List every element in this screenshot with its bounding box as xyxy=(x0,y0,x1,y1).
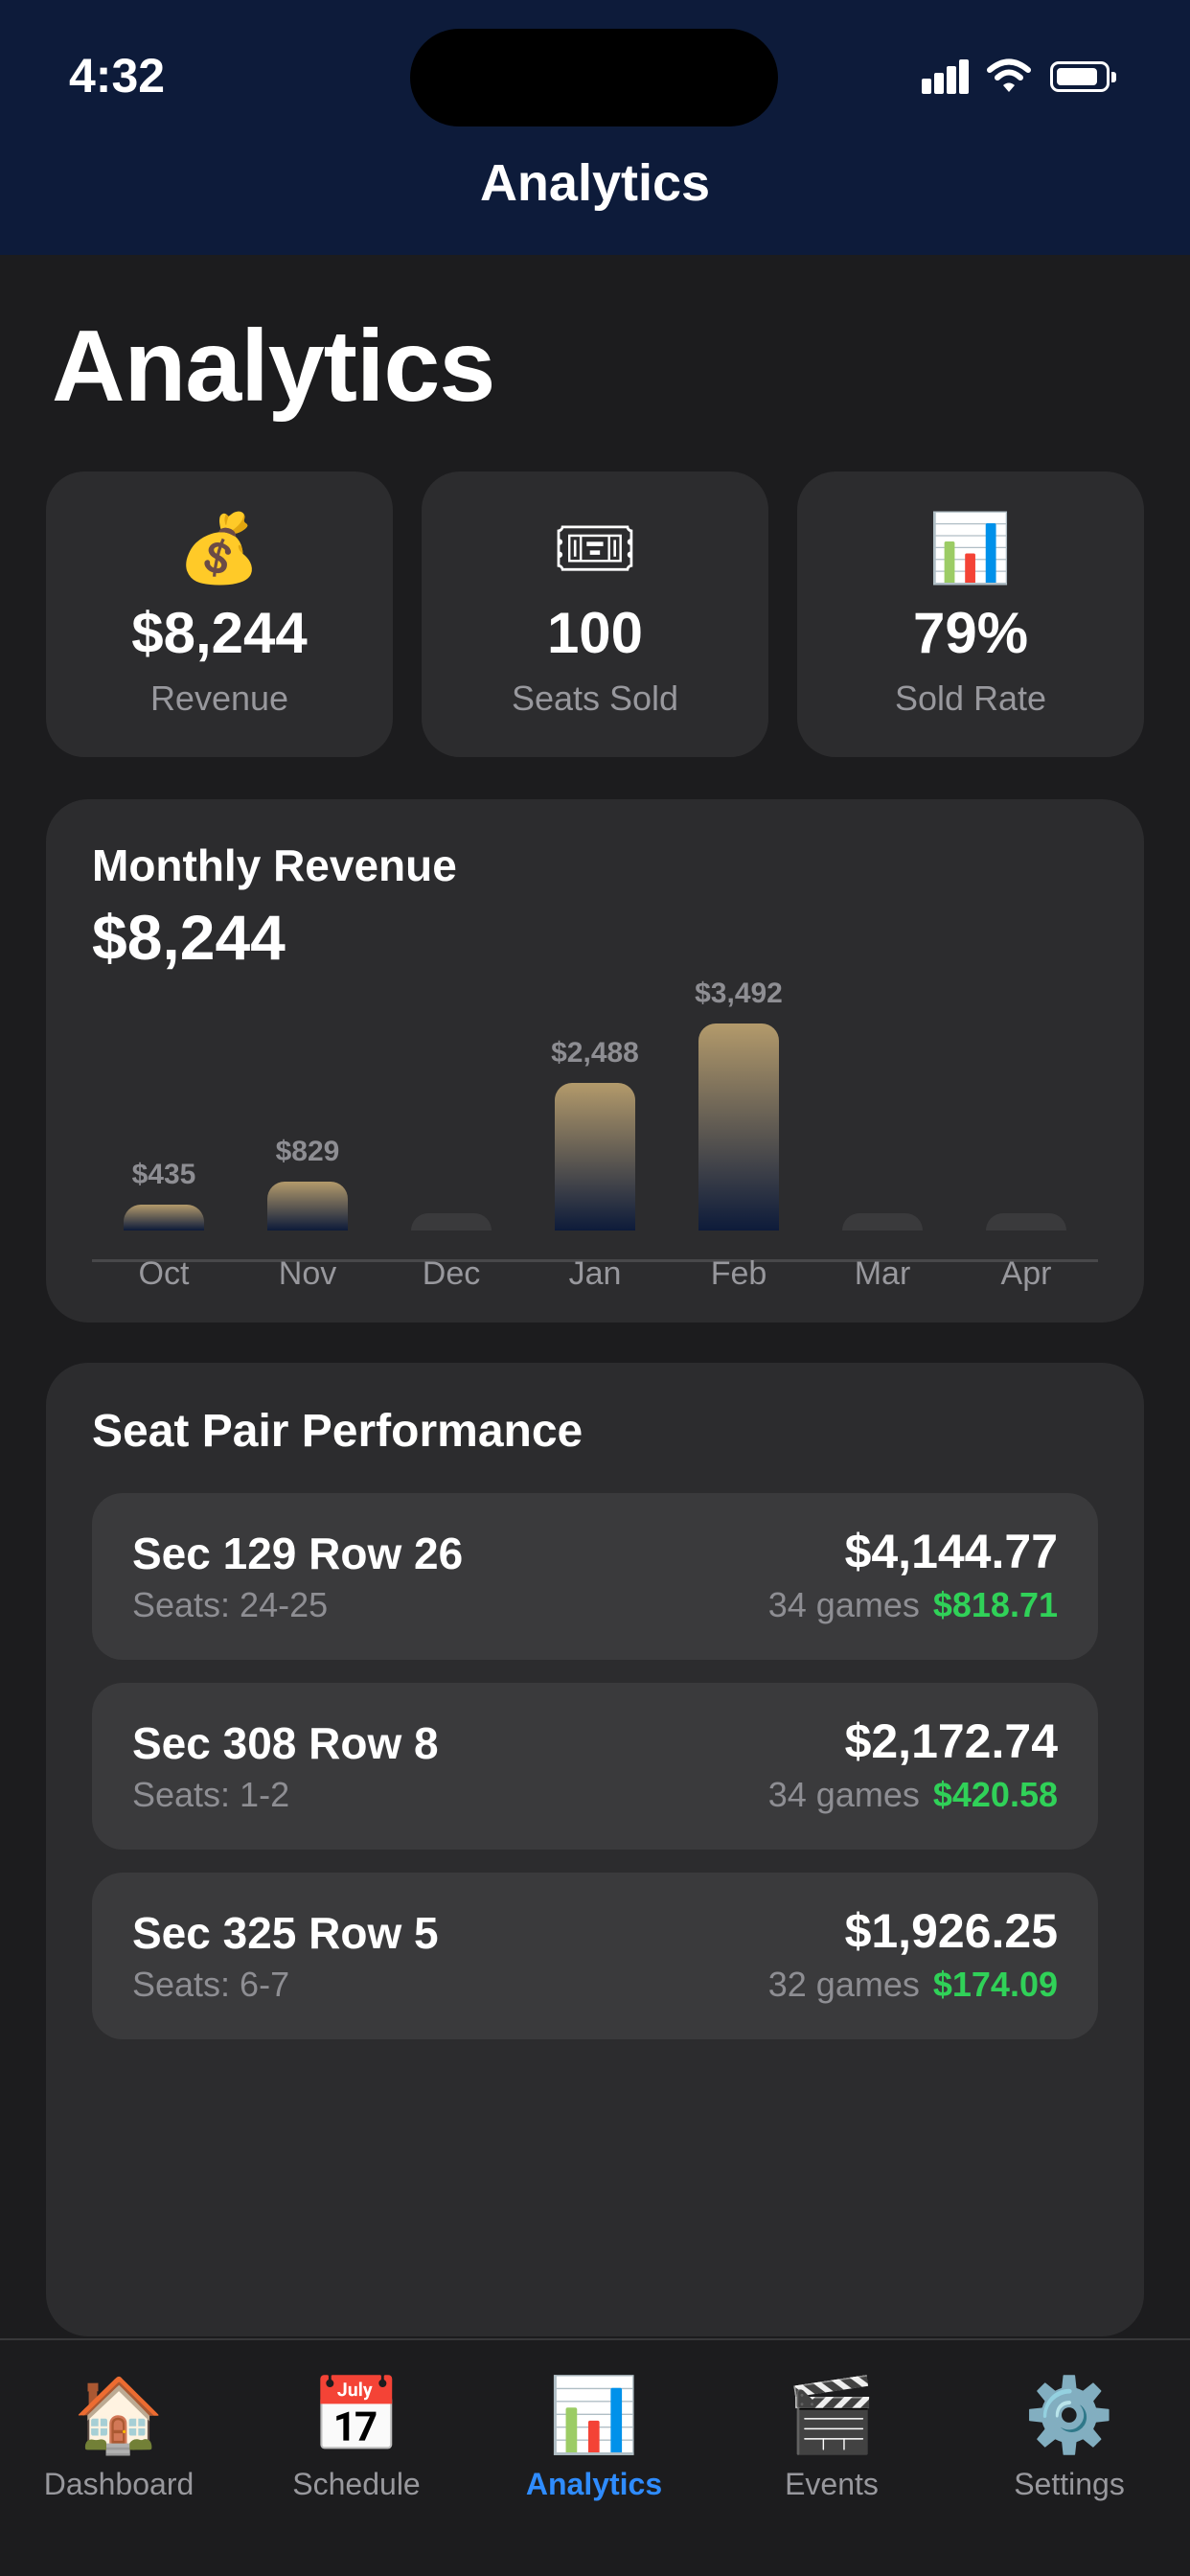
chart-value-label: $3,492 xyxy=(695,978,783,1009)
chart-value-label: $829 xyxy=(275,1136,340,1167)
tab-dashboard[interactable]: 🏠 Dashboard xyxy=(0,2373,238,2502)
chart-title: Monthly Revenue xyxy=(92,840,457,890)
chart-x-label: Feb xyxy=(710,1255,767,1292)
stat-label: Sold Rate xyxy=(894,678,1047,718)
seat-pair-row[interactable]: Sec 308 Row 8 Seats: 1-2 $2,172.74 34 ga… xyxy=(92,1683,1098,1850)
chart-bar-mar xyxy=(842,1213,923,1230)
seat-section: Sec 129 Row 26 xyxy=(132,1529,464,1578)
tab-label: Settings xyxy=(1014,2467,1125,2501)
clapper-board-icon: 🎬 xyxy=(786,2375,878,2456)
battery-icon xyxy=(1050,61,1116,92)
stat-value: $8,244 xyxy=(131,601,308,665)
stat-label: Seats Sold xyxy=(511,678,679,718)
games-count: 34 games xyxy=(767,1585,920,1624)
tab-bar: 🏠 Dashboard 📅 Schedule 📊 Analytics 🎬 Eve… xyxy=(0,2338,1190,2576)
chart-bar-oct xyxy=(124,1205,204,1230)
bar-chart: $435 Oct $829 Nov Dec $2,488 Jan $3,492 Feb Mar Ap… xyxy=(92,943,1098,1307)
seat-revenue: $4,144.77 xyxy=(844,1525,1058,1578)
tab-label: Schedule xyxy=(292,2467,421,2501)
tab-settings[interactable]: ⚙️ Settings xyxy=(950,2373,1188,2502)
tab-events[interactable]: 🎬 Events xyxy=(713,2373,950,2502)
profit-value: $420.58 xyxy=(932,1775,1058,1814)
seat-pair-performance-card: Seat Pair Performance Sec 129 Row 26 Sea… xyxy=(46,1363,1144,2336)
seat-meta: 34 games $420.58 xyxy=(768,1775,1058,1815)
bar-chart-icon: 📊 xyxy=(548,2375,640,2456)
tab-schedule[interactable]: 📅 Schedule xyxy=(238,2373,475,2502)
chart-bar-feb xyxy=(698,1024,779,1230)
monthly-revenue-card: Monthly Revenue $8,244 $435 Oct $829 Nov Dec… xyxy=(46,799,1144,1322)
seat-numbers: Seats: 24-25 xyxy=(132,1585,329,1624)
tab-analytics[interactable]: 📊 Analytics xyxy=(475,2373,713,2502)
chart-x-label: Nov xyxy=(278,1255,337,1292)
bar-chart-icon: 📊 xyxy=(928,511,1013,586)
profit-value: $818.71 xyxy=(932,1585,1058,1624)
chart-x-label: Dec xyxy=(422,1255,481,1292)
chart-x-label: Oct xyxy=(138,1255,190,1292)
chart-x-label: Mar xyxy=(854,1255,911,1292)
seat-revenue: $1,926.25 xyxy=(844,1904,1058,1958)
tab-label: Analytics xyxy=(525,2467,663,2501)
page-title: Analytics xyxy=(52,310,495,423)
chart-x-label: Apr xyxy=(1000,1255,1052,1292)
stat-card-sold-rate: 📊 79% Sold Rate xyxy=(797,472,1144,757)
stat-card-seats-sold: 🎟 100 Seats Sold xyxy=(422,472,768,757)
chart-x-label: Jan xyxy=(568,1255,622,1292)
gear-icon: ⚙️ xyxy=(1023,2375,1115,2456)
seat-numbers: Seats: 6-7 xyxy=(132,1965,290,2004)
nav-title: Analytics xyxy=(479,154,711,212)
calendar-icon: 📅 xyxy=(310,2375,402,2456)
chart-value-label: $2,488 xyxy=(551,1037,639,1069)
chart-bar-nov xyxy=(267,1182,348,1230)
tab-label: Dashboard xyxy=(43,2467,195,2501)
tab-label: Events xyxy=(785,2467,879,2501)
profit-value: $174.09 xyxy=(932,1965,1058,2004)
wifi-icon xyxy=(987,58,1031,92)
stat-label: Revenue xyxy=(149,678,289,718)
games-count: 34 games xyxy=(767,1775,920,1814)
seat-meta: 32 games $174.09 xyxy=(768,1965,1058,2005)
dynamic-island xyxy=(410,29,778,126)
house-icon: 🏠 xyxy=(73,2375,165,2456)
seat-pair-row[interactable]: Sec 325 Row 5 Seats: 6-7 $1,926.25 32 ga… xyxy=(92,1873,1098,2039)
games-count: 32 games xyxy=(767,1965,920,2004)
ticket-icon: 🎟 xyxy=(552,511,638,586)
chart-bar-apr xyxy=(986,1213,1066,1230)
chart-total: $8,244 xyxy=(92,902,286,973)
header-bar: 4:32 Analytics xyxy=(0,0,1190,255)
chart-value-label: $435 xyxy=(131,1159,196,1190)
stat-value: 79% xyxy=(912,601,1029,665)
stat-card-revenue: 💰 $8,244 Revenue xyxy=(46,472,393,757)
chart-bar-dec xyxy=(411,1213,492,1230)
chart-bar-jan xyxy=(555,1083,635,1230)
seat-section: Sec 308 Row 8 xyxy=(132,1718,439,1768)
seat-numbers: Seats: 1-2 xyxy=(132,1775,290,1814)
seat-meta: 34 games $818.71 xyxy=(768,1585,1058,1625)
stat-value: 100 xyxy=(546,601,644,665)
cellular-signal-icon xyxy=(922,59,970,94)
chart-axis-line xyxy=(92,1259,1098,1262)
seat-revenue: $2,172.74 xyxy=(844,1714,1058,1768)
section-title: Seat Pair Performance xyxy=(92,1406,584,1457)
seat-pair-row[interactable]: Sec 129 Row 26 Seats: 24-25 $4,144.77 34… xyxy=(92,1493,1098,1660)
money-bag-icon: 💰 xyxy=(177,511,262,586)
status-time: 4:32 xyxy=(69,49,166,103)
seat-section: Sec 325 Row 5 xyxy=(132,1908,439,1958)
